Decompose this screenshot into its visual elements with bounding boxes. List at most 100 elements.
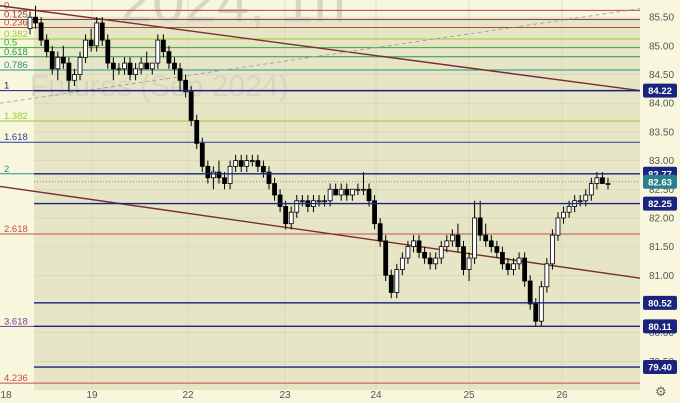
candle-body	[316, 200, 322, 203]
candle-body	[500, 251, 505, 265]
candle-body	[60, 56, 66, 64]
candle-body	[27, 16, 33, 30]
candle-body	[99, 22, 105, 41]
fib-level-label: 0	[4, 0, 9, 11]
candle-body	[322, 200, 327, 203]
candle-body	[227, 165, 233, 184]
candle-body	[127, 62, 133, 75]
fib-level-label: 0.618	[4, 47, 28, 58]
candle-body	[399, 257, 405, 270]
y-tick-label: 84.00	[649, 99, 674, 110]
fib-level-label: 4.236	[4, 373, 28, 384]
x-tick-label: 23	[279, 390, 291, 401]
candle-body	[527, 280, 533, 305]
candle-body	[561, 211, 566, 219]
fib-level-label: 1.382	[4, 111, 28, 122]
y-tick-label: 85.50	[649, 13, 674, 24]
candle-body	[194, 120, 200, 144]
candle-body	[388, 274, 394, 293]
candle-body	[338, 188, 344, 196]
candlestick-series	[27, 5, 611, 327]
candle-body	[505, 263, 511, 270]
fib-level-label: 0.5	[4, 38, 17, 49]
candle-body	[249, 160, 255, 162]
y-tick-label: 85.00	[649, 41, 674, 52]
candle-body	[438, 246, 444, 259]
candle-body	[138, 62, 144, 70]
candle-body	[544, 263, 550, 288]
candle-body	[77, 56, 83, 75]
candle-body	[205, 165, 211, 179]
x-tick-label: 22	[182, 390, 194, 401]
fib-level-label: 2	[4, 164, 9, 175]
candle-body	[216, 171, 222, 179]
chart-watermark: 2024, 1h	[120, 0, 346, 35]
candle-body	[411, 240, 416, 248]
price-level-value: 82.25	[648, 199, 672, 210]
candle-body	[110, 62, 116, 70]
candle-body	[94, 22, 100, 47]
x-tick-label: 19	[86, 390, 98, 401]
candle-body	[477, 217, 483, 236]
fib-level-label: 0.236	[4, 18, 28, 29]
candle-body	[294, 200, 300, 213]
candle-body	[444, 240, 450, 248]
x-tick-label: 18	[0, 390, 12, 401]
candle-body	[238, 160, 244, 167]
candle-body	[183, 79, 189, 93]
candle-body	[299, 200, 305, 203]
candle-body	[155, 39, 161, 64]
fib-level-label: 0.125	[4, 10, 28, 21]
candle-body	[188, 91, 194, 121]
y-tick-label: 83.00	[649, 156, 674, 167]
y-tick-label: 81.50	[649, 242, 674, 253]
candle-body	[261, 165, 266, 173]
candle-body	[66, 62, 72, 81]
candle-body	[105, 39, 111, 64]
price-level-tag	[643, 83, 677, 98]
price-level-tag	[643, 196, 677, 211]
candle-body	[122, 62, 127, 70]
candle-body	[255, 160, 261, 167]
price-level-tag	[643, 174, 677, 189]
candle-body	[160, 39, 166, 53]
candle-body	[55, 56, 61, 70]
y-tick-label: 82.00	[649, 213, 674, 224]
candle-body	[483, 234, 489, 242]
candle-body	[38, 22, 44, 41]
candle-body	[361, 188, 366, 191]
y-tick-label: 80.00	[649, 328, 674, 339]
candle-body	[277, 194, 283, 207]
candle-body	[511, 263, 516, 270]
time-axis: 18 19 22 23 24 25 26	[0, 390, 568, 401]
candle-body	[455, 234, 461, 248]
candle-body	[488, 240, 494, 248]
candle-body	[349, 188, 355, 196]
price-level-value: 79.40	[648, 363, 672, 374]
candle-body	[283, 206, 289, 225]
candle-body	[372, 200, 377, 225]
candle-body	[583, 194, 589, 202]
candle-body	[233, 160, 239, 167]
candle-body	[133, 68, 138, 75]
fib-level-label: 3.618	[4, 316, 28, 327]
y-tick-label: 81.00	[649, 271, 674, 282]
candle-body	[422, 251, 427, 259]
candle-body	[600, 177, 605, 184]
y-tick-label: 83.50	[649, 127, 674, 138]
candle-body	[366, 188, 372, 202]
candle-body	[433, 257, 439, 265]
trend-line	[0, 5, 641, 92]
candle-body	[344, 188, 350, 196]
candle-body	[605, 183, 611, 185]
candle-body	[33, 16, 38, 24]
candle-body	[333, 188, 339, 196]
settings-gear-icon[interactable]: ⚙	[655, 385, 667, 400]
candle-body	[383, 240, 389, 276]
candle-body	[72, 74, 77, 81]
candle-body	[116, 68, 122, 71]
candle-body	[149, 62, 155, 70]
candle-body	[466, 257, 472, 270]
candle-body	[522, 257, 528, 282]
